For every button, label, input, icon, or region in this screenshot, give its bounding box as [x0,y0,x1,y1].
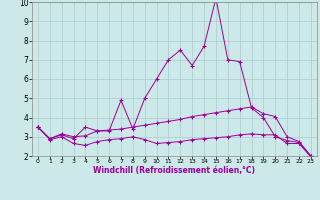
X-axis label: Windchill (Refroidissement éolien,°C): Windchill (Refroidissement éolien,°C) [93,166,255,175]
